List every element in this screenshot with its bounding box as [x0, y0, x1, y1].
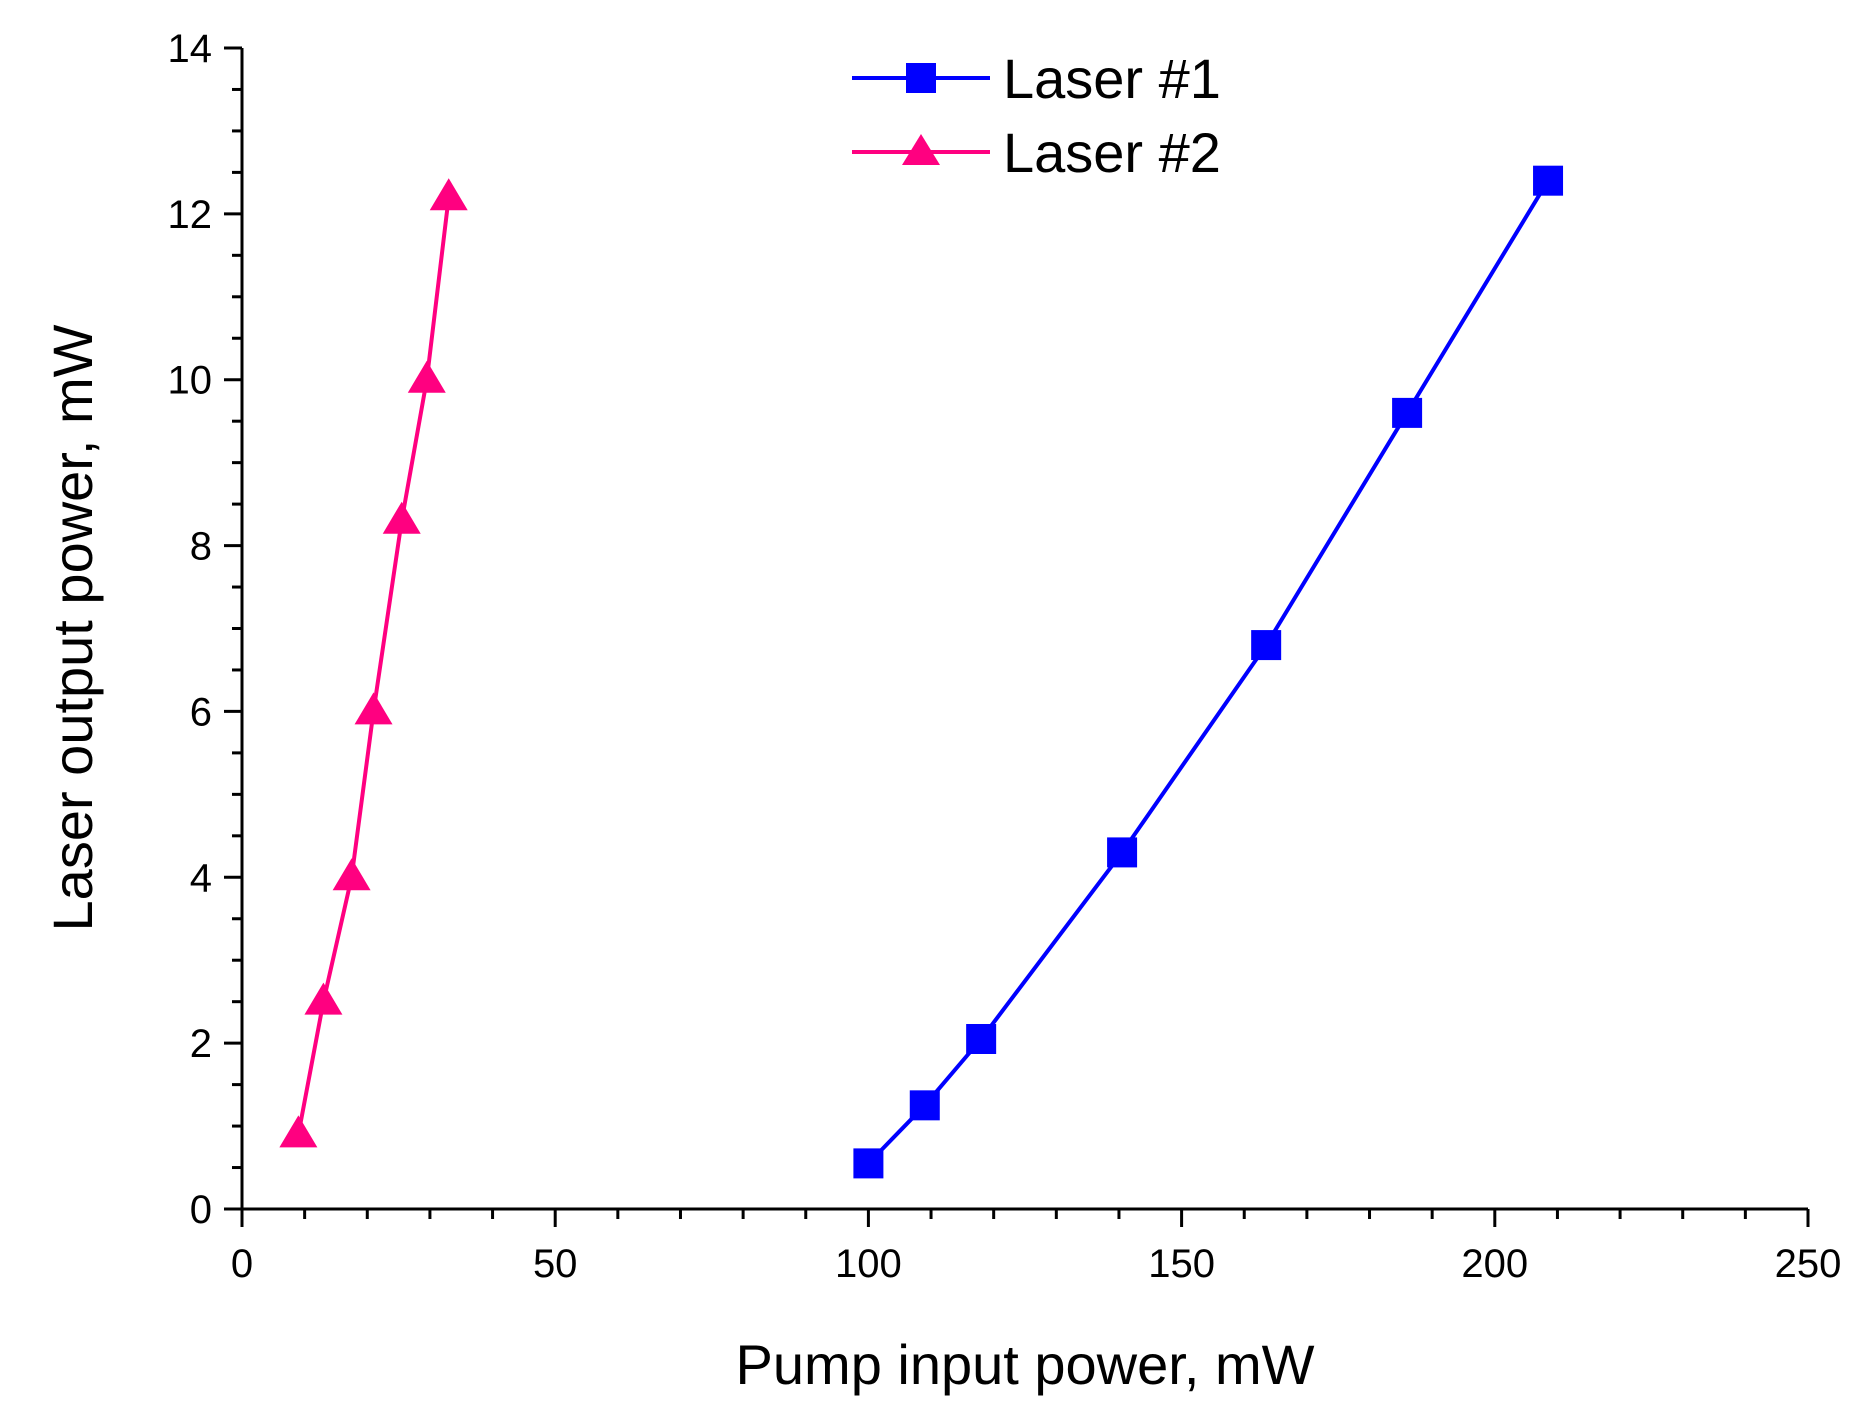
- y-tick-label: 8: [190, 525, 212, 569]
- y-tick-label: 0: [190, 1188, 212, 1232]
- y-tick-label: 10: [168, 359, 213, 403]
- y-tick-label: 4: [190, 856, 212, 900]
- y-tick-label: 2: [190, 1022, 212, 1066]
- data-point-square: [853, 1148, 884, 1179]
- legend-marker-triangle-icon: [902, 134, 940, 165]
- data-point-square: [1251, 630, 1282, 661]
- data-point-triangle: [304, 982, 343, 1015]
- y-tick-label: 14: [168, 27, 213, 71]
- data-point-triangle: [279, 1115, 318, 1148]
- x-tick-label: 100: [835, 1242, 902, 1286]
- data-point-triangle: [407, 360, 446, 393]
- data-point-triangle: [332, 858, 371, 891]
- data-point-square: [1107, 837, 1138, 868]
- legend: Laser #1 Laser #2: [852, 47, 1221, 184]
- legend-label-laser-1: Laser #1: [1003, 47, 1221, 110]
- x-tick-label: 200: [1461, 1242, 1528, 1286]
- series-line-1: [866, 179, 1550, 1165]
- x-tick-label: 150: [1148, 1242, 1215, 1286]
- data-point-square: [1533, 165, 1564, 196]
- x-axis-title: Pump input power, mW: [736, 1333, 1315, 1396]
- y-tick-label: 12: [168, 193, 213, 237]
- data-point-triangle: [382, 501, 421, 534]
- data-point-triangle: [429, 178, 468, 211]
- x-tick-label: 50: [533, 1242, 578, 1286]
- legend-label-laser-2: Laser #2: [1003, 121, 1221, 184]
- y-tick-label: 6: [190, 690, 212, 734]
- y-axis-title: Laser output power, mW: [41, 324, 104, 931]
- data-point-square: [1392, 397, 1423, 428]
- x-tick-label: 0: [231, 1242, 253, 1286]
- legend-marker-square-icon: [906, 63, 936, 93]
- x-tick-label: 250: [1775, 1242, 1842, 1286]
- plot-area: [279, 165, 1564, 1179]
- axes: 0 50 100 150 200 250 0 2 4 6 8 10 12 14: [168, 27, 1842, 1286]
- data-point-square: [966, 1023, 997, 1054]
- data-point-triangle: [354, 692, 393, 725]
- data-point-square: [909, 1090, 940, 1121]
